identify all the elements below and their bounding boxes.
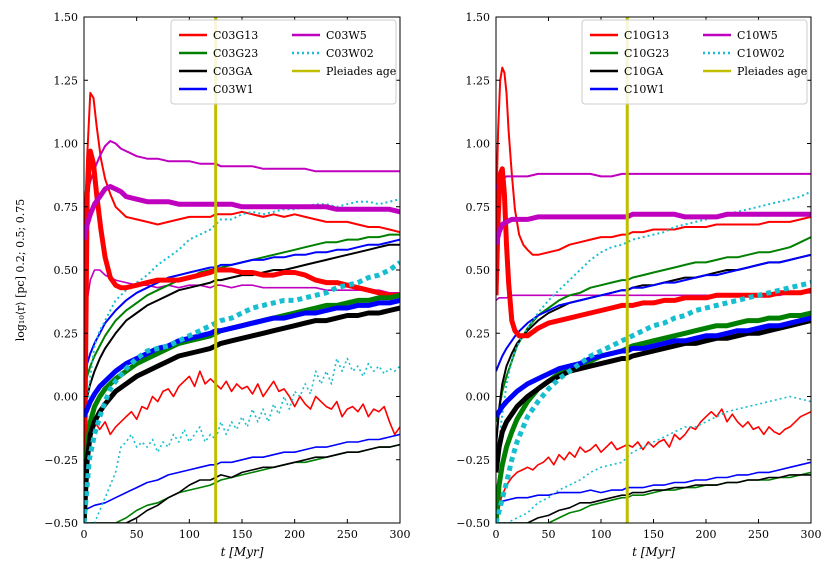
x-tick-label: 300 xyxy=(801,528,822,541)
series-c10w5-r05-line xyxy=(496,211,811,246)
legend-label-c03g13: C03G13 xyxy=(213,29,258,42)
y-tick-label: −0.25 xyxy=(456,454,490,467)
legend: C10G13 C10W5 C10G23 C10W02 C10GA Pleiades age… xyxy=(581,19,808,105)
legend-label-c10w5: C10W5 xyxy=(737,29,778,42)
x-tick-label: 50 xyxy=(130,528,144,541)
y-tick-label: 1.00 xyxy=(466,138,491,151)
y-tick-label: 1.50 xyxy=(466,11,491,24)
y-tick-label: 1.50 xyxy=(54,11,79,24)
x-tick-label: 100 xyxy=(179,528,200,541)
series-c03g23-r02-line xyxy=(84,443,400,523)
y-tick-label: 0.25 xyxy=(466,327,491,340)
y-tick-label: 0.25 xyxy=(54,327,79,340)
x-tick-label: 200 xyxy=(696,528,717,541)
legend-label-c10g13: C10G13 xyxy=(624,29,669,42)
series-c03ga-r05-line xyxy=(84,305,400,523)
series-c03ga-r075-line xyxy=(84,243,400,410)
series-c03w02-r02-line xyxy=(84,357,400,523)
x-tick-label: 150 xyxy=(232,528,253,541)
y-tick-label: 1.00 xyxy=(54,138,79,151)
x-tick-label: 0 xyxy=(493,528,500,541)
series-c03g13-r075-line xyxy=(84,91,400,245)
x-tick-label: 0 xyxy=(81,528,88,541)
series-c10w1-r075-line xyxy=(496,253,811,372)
legend-label-c03w5: C03W5 xyxy=(326,29,367,42)
series-c10g13-r075-line xyxy=(496,66,811,256)
legend-label-c10w02: C10W02 xyxy=(737,47,785,60)
x-tick-label: 100 xyxy=(591,528,612,541)
y-tick-label: 0.50 xyxy=(466,264,491,277)
y-tick-label: −0.50 xyxy=(44,517,78,530)
series-c03ga-r02-line xyxy=(84,443,400,523)
left-panel: 0 50 100 150 200 250 300 −0.50 −0.25 0.00 0.25 0.50… xyxy=(14,11,411,559)
legend-label-pleiades-age: Pleiades age xyxy=(737,65,807,78)
x-tick-label: 50 xyxy=(542,528,556,541)
plot-area xyxy=(496,17,811,523)
legend-label-c03ga: C03GA xyxy=(213,65,253,78)
series-c03g13-r05-line xyxy=(84,148,400,523)
y-tick-label: 1.25 xyxy=(466,74,491,87)
series-c10ga-r02-line xyxy=(496,474,811,523)
series-c10w1-r02-line xyxy=(496,461,811,504)
series-c03w1-r02-line xyxy=(84,433,400,512)
x-tick-label: 250 xyxy=(337,528,358,541)
legend-label-pleiades-age: Pleiades age xyxy=(326,65,396,78)
series-c10w02-r05-line xyxy=(496,280,811,523)
legend-label-c10w1: C10W1 xyxy=(624,83,665,96)
series-c10g13-r05-line xyxy=(496,166,811,339)
legend-label-c10ga: C10GA xyxy=(624,65,664,78)
legend-label-c03g23: C03G23 xyxy=(213,47,258,60)
y-tick-label: 0.50 xyxy=(54,264,79,277)
x-tick-label: 150 xyxy=(643,528,664,541)
series-c03w02-r075-line xyxy=(84,198,400,473)
series-c03w5-r05-line xyxy=(84,184,400,241)
x-axis-label: t [Myr] xyxy=(632,545,675,559)
series-c03w1-r05-line xyxy=(84,297,400,418)
y-tick-label: 0.00 xyxy=(466,391,491,404)
series-c10w02-r02-line xyxy=(496,395,811,523)
series-c10ga-r05-line xyxy=(496,318,811,473)
series-c10w1-r05-line xyxy=(496,315,811,419)
y-tick-label: −0.50 xyxy=(456,517,490,530)
series-c03w1-r075-line xyxy=(84,238,400,372)
legend-label-c10g23: C10G23 xyxy=(624,47,669,60)
right-panel: 0 50 100 150 200 250 300 −0.50 −0.25 0.00 0.25 0.50… xyxy=(456,11,821,559)
x-axis-label: t [Myr] xyxy=(221,545,264,559)
series-c10g13-r02-line xyxy=(496,408,811,523)
legend-label-c03w02: C03W02 xyxy=(326,47,374,60)
series-c03w02-r05-line xyxy=(84,260,400,523)
series-c10w5-r075-line xyxy=(496,172,811,190)
legend-box xyxy=(581,19,808,105)
series-c10g23-r02-line xyxy=(496,471,811,523)
y-tick-label: −0.25 xyxy=(44,454,78,467)
y-tick-label: 1.25 xyxy=(54,74,79,87)
legend: C03G13 C03W5 C03G23 C03W02 C03GA Pleiades age… xyxy=(170,19,397,105)
x-tick-label: 200 xyxy=(284,528,305,541)
y-tick-label: 0.75 xyxy=(54,201,79,214)
series-c03g23-r05-line xyxy=(84,292,400,523)
x-tick-label: 300 xyxy=(390,528,411,541)
y-tick-label: 0.00 xyxy=(54,391,79,404)
legend-label-c03w1: C03W1 xyxy=(213,83,254,96)
y-axis-label: log₁₀⟨r⟩ [pc] 0.2; 0.5; 0.75 xyxy=(14,199,27,342)
legend-box xyxy=(170,19,397,105)
series-c03g13-r02-line xyxy=(84,370,400,523)
y-tick-label: 0.75 xyxy=(466,201,491,214)
x-tick-label: 250 xyxy=(748,528,769,541)
